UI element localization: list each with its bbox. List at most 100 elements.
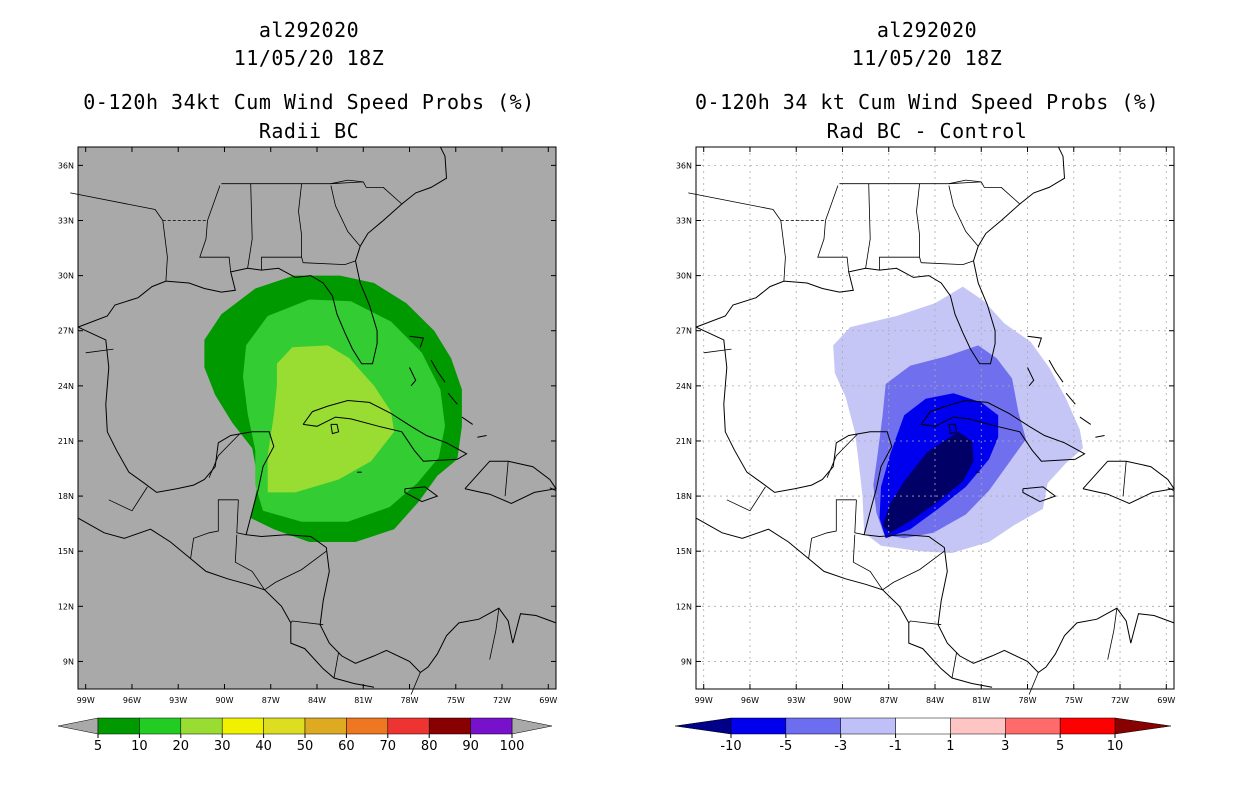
lat-tick-label: 18N xyxy=(676,492,692,501)
lon-tick-label: 75W xyxy=(447,696,465,705)
colorbar-tick-label: 50 xyxy=(297,739,314,754)
colorbar-swatch xyxy=(180,717,223,735)
lat-tick-label: 24N xyxy=(58,382,74,391)
lon-tick-label: 93W xyxy=(169,696,187,705)
border-hond-guat xyxy=(852,534,883,591)
coastline-bahamas5 xyxy=(461,416,473,425)
border-tx-ok xyxy=(70,192,164,221)
colorbar-right-arrow xyxy=(511,717,553,735)
product-title: 0-120h 34 kt Cum Wind Speed Probs (%) xyxy=(694,90,1160,114)
colorbar-tick-label: 60 xyxy=(338,739,355,754)
colorbar-swatch xyxy=(895,717,951,735)
borders xyxy=(70,179,509,695)
storm-id-title: al292020 xyxy=(258,18,360,42)
border-yucatan-st xyxy=(826,433,859,478)
colorbar-left-arrow xyxy=(674,717,732,735)
coastline-mexico-coast xyxy=(695,326,1175,674)
right-map-figure: 36N 33N 30N 27N 24N 21N 18N 15N 12N 9N 99W 96W 93W 90… xyxy=(674,146,1175,754)
border-hond-nic xyxy=(264,550,327,591)
coastlines xyxy=(77,146,557,688)
colorbar-swatch xyxy=(97,717,140,735)
colorbar-tick-label: 10 xyxy=(1107,739,1124,754)
lat-tick-label: 24N xyxy=(676,382,692,391)
colorbar-tick-label: 100 xyxy=(500,739,525,754)
lon-tick-label: 96W xyxy=(123,696,141,705)
lon-tick-label: 90W xyxy=(833,696,851,705)
coastline-puerto-rico xyxy=(1167,487,1175,492)
lat-tick-label: 33N xyxy=(58,216,74,225)
border-ga-fl xyxy=(303,260,356,266)
borders xyxy=(688,179,1127,695)
colorbar: -10 -5 -3 -1 1 3 5 10 xyxy=(674,717,1172,754)
colorbar-tick-label: 10 xyxy=(131,739,148,754)
colorbar-swatch xyxy=(1059,717,1116,735)
lat-tick-label: 36N xyxy=(58,161,74,170)
lon-tick-label: 93W xyxy=(787,696,805,705)
border-ms-n xyxy=(825,185,839,221)
lat-tick-label: 15N xyxy=(676,547,692,556)
border-al-ga xyxy=(916,183,922,263)
lat-tick-label: 27N xyxy=(58,327,74,336)
border-yucatan-st xyxy=(208,433,241,478)
lon-tick-label: 87W xyxy=(880,696,898,705)
coastlines xyxy=(695,146,1175,688)
colorbar-swatch xyxy=(428,717,471,735)
lat-tick-label: 27N xyxy=(676,327,692,336)
colorbar-tick-label: -1 xyxy=(889,739,902,754)
border-pan-col xyxy=(410,672,421,695)
coastline-bahamas6 xyxy=(1095,435,1105,438)
colorbar-swatch xyxy=(950,717,1006,735)
border-fl-n xyxy=(879,256,920,271)
lon-tick-label: 84W xyxy=(308,696,326,705)
border-tx-la xyxy=(162,220,168,282)
border-hond-guat xyxy=(234,534,265,591)
colorbar-swatch xyxy=(304,717,347,735)
colorbar-tick-label: 80 xyxy=(421,739,438,754)
colorbar-tick-label: 70 xyxy=(380,739,397,754)
coastline-bahamas2 xyxy=(1027,367,1035,387)
lat-tick-label: 21N xyxy=(676,437,692,446)
lat-tick-label: 33N xyxy=(676,216,692,225)
product-title: 0-120h 34kt Cum Wind Speed Probs (%) xyxy=(83,90,535,114)
lat-tick-label: 36N xyxy=(676,161,692,170)
coastline-bahamas4 xyxy=(447,392,458,405)
coastline-gulf-coast xyxy=(77,146,448,365)
colorbar: 5 10 20 30 40 50 60 70 80 90 100 xyxy=(57,717,553,754)
border-tx-la xyxy=(780,220,786,282)
colorbar-tick-label: 30 xyxy=(214,739,231,754)
storm-id-title: al292020 xyxy=(876,18,978,42)
coastline-bahamas3 xyxy=(430,359,446,383)
lat-tick-label: 30N xyxy=(676,272,692,281)
coastline-bahamas2 xyxy=(409,367,417,387)
map-area: 36N 33N 30N 27N 24N 21N 18N 15N 12N 9N 99W 96W 93W 90… xyxy=(58,146,557,705)
lon-tick-label: 84W xyxy=(926,696,944,705)
colorbar-tick-label: 5 xyxy=(1056,739,1064,754)
colorbar-right-arrow xyxy=(1114,717,1172,735)
coastline-jamaica xyxy=(404,486,439,503)
left-map-panel: al292020 11/05/20 18Z 0-120h 34kt Cum Wi… xyxy=(57,18,558,754)
lat-tick-label: 12N xyxy=(58,602,74,611)
colorbar-left-arrow xyxy=(57,717,99,735)
coastline-gulf-coast xyxy=(695,146,1066,365)
border-hond-nic xyxy=(882,550,945,591)
lon-tick-label: 96W xyxy=(741,696,759,705)
lon-tick-label: 78W xyxy=(400,696,418,705)
coastline-cuba xyxy=(302,399,468,462)
border-mex-states xyxy=(85,348,114,354)
border-haiti-dr xyxy=(504,461,509,497)
contour-minus-10 xyxy=(882,431,974,533)
colorbar-tick-label: 40 xyxy=(255,739,272,754)
map-area: 36N 33N 30N 27N 24N 21N 18N 15N 12N 9N 99W 96W 93W 90… xyxy=(676,146,1175,705)
lat-tick-label: 15N xyxy=(58,547,74,556)
border-nc-sc xyxy=(330,181,403,205)
colorbar-tick-label: 90 xyxy=(462,739,479,754)
colorbar-swatch xyxy=(346,717,389,735)
lon-tick-label: 72W xyxy=(493,696,511,705)
right-map-panel: al292020 11/05/20 18Z 0-120h 34 kt Cum W… xyxy=(618,0,1236,800)
coastline-isle-youth xyxy=(330,423,340,435)
coastline-pacific-coast xyxy=(695,517,993,688)
border-belize xyxy=(854,499,865,536)
colorbar-tick-label: 5 xyxy=(94,739,102,754)
lat-tick-label: 30N xyxy=(58,272,74,281)
lon-tick-label: 99W xyxy=(77,696,95,705)
